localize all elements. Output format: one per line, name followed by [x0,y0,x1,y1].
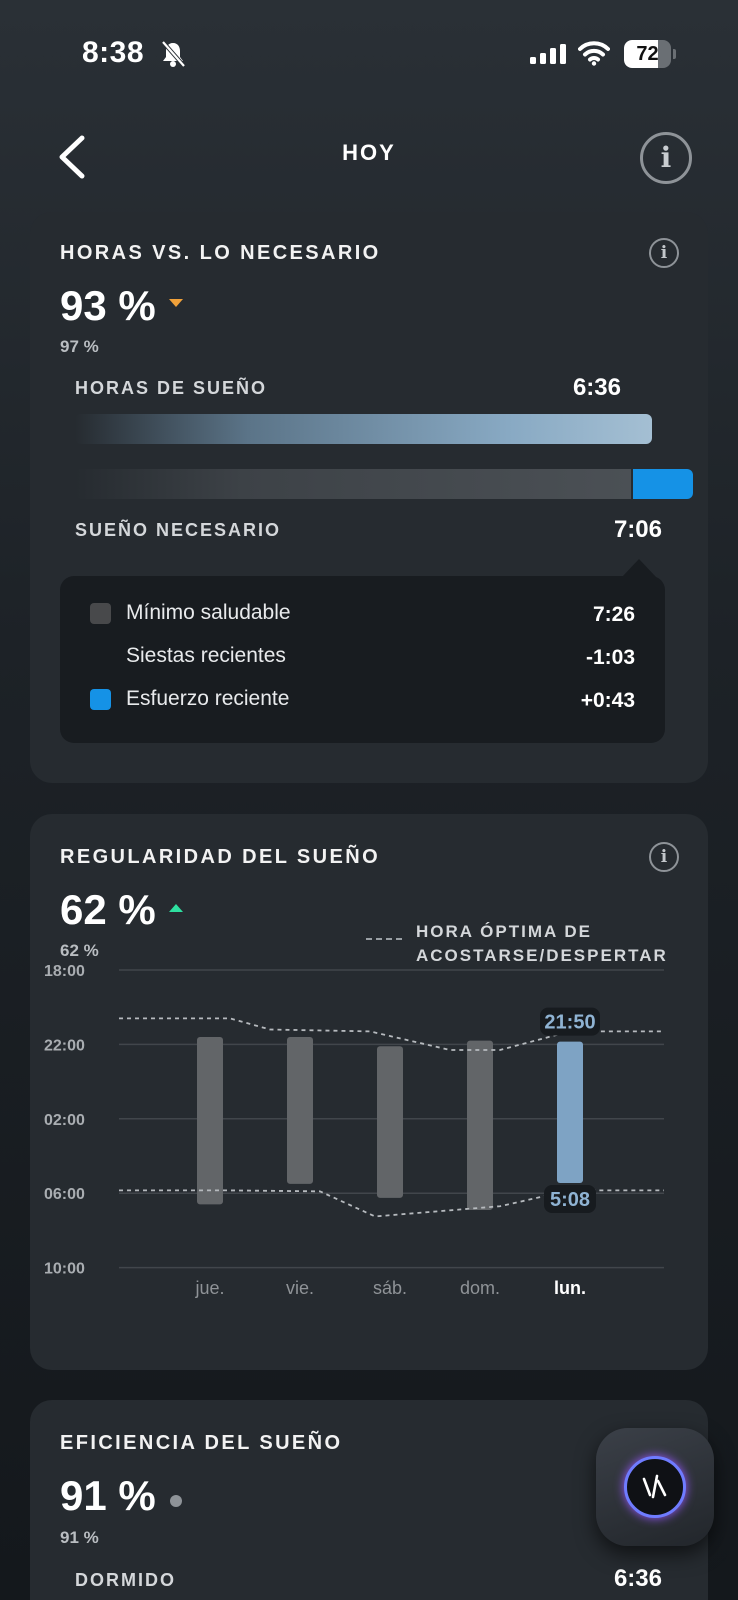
breakdown-pointer [622,559,656,577]
breakdown-label: Siestas recientes [126,644,286,667]
coach-icon [624,1456,686,1518]
sleep-hours-bar [75,414,652,444]
asleep-value: 6:36 [613,1565,662,1592]
trend-neutral-icon [170,1495,182,1507]
waketime-label-bg [544,1184,596,1213]
status-time: 8:38 [82,36,145,69]
info-icon[interactable]: i [649,842,679,872]
trend-up-icon [169,904,183,912]
card-title: HORAS VS. LO NECESARIO [60,242,381,264]
x-tick-label: vie. [286,1278,314,1298]
breakdown-label: Esfuerzo reciente [126,687,290,710]
info-icon[interactable]: i [649,238,679,268]
x-tick-label: jue. [194,1278,224,1298]
y-tick-label: 10:00 [44,1261,85,1278]
legend-dash-icon [366,938,402,940]
battery-indicator: 72 [624,40,676,68]
coach-button[interactable] [596,1428,714,1546]
y-tick-label: 22:00 [44,1037,85,1054]
legend-line: ACOSTARSE/DESPERTAR [416,946,668,965]
y-tick-label: 06:00 [44,1186,85,1203]
x-tick-label: lun. [554,1278,586,1298]
previous-percent: 91 % [60,1528,99,1547]
sleep-need-breakdown: Mínimo saludable 7:26 Siestas recientes … [60,576,665,743]
y-tick-label: 02:00 [44,1112,85,1129]
regularity-percent: 62 % [60,886,156,933]
bedtime-label-bg [540,1007,600,1036]
card-title: REGULARIDAD DEL SUEÑO [60,846,381,868]
previous-percent: 62 % [60,941,99,960]
sleep-bar [287,1036,313,1184]
page-title: HOY [342,140,396,165]
chart-legend: HORA ÓPTIMA DE ACOSTARSE/DESPERTAR [416,920,668,968]
hours-percent: 93 % [60,282,156,329]
breakdown-value: +0:43 [580,689,635,712]
bedtime-label: 21:50 [544,1012,595,1034]
sleep-bar [467,1040,493,1210]
wifi-icon [578,41,610,66]
sleep-regularity-card: REGULARIDAD DEL SUEÑO i 62 % 62 % HORA Ó… [30,814,708,1370]
breakdown-label: Mínimo saludable [126,601,291,624]
sleep-needed-value: 7:06 [613,516,662,543]
sleep-needed-bar-base [75,469,631,499]
efficiency-percent: 91 % [60,1472,156,1519]
signal-icon [530,44,566,64]
info-button[interactable]: i [640,132,692,184]
legend-line: HORA ÓPTIMA DE [416,922,592,941]
x-tick-label: dom. [460,1278,500,1298]
y-tick-label: 18:00 [44,964,85,980]
battery-percent: 72 [636,43,659,65]
sleep-needed-label: SUEÑO NECESARIO [75,520,282,540]
sleep-bar [377,1046,403,1198]
recent-strain-swatch [90,689,111,710]
back-button[interactable] [52,132,92,182]
hours-vs-needed-card: HORAS VS. LO NECESARIO i 93 % 97 % HORAS… [30,212,708,783]
x-tick-label: sáb. [373,1278,407,1298]
sleep-bar [197,1036,223,1205]
breakdown-value: -1:03 [585,646,635,669]
sleep-bar [557,1041,583,1183]
sleep-hours-label: HORAS DE SUEÑO [75,378,268,398]
regularity-chart: 18:00 22:00 02:00 06:00 10:00 jue. vie. sáb. dom… [44,964,664,1298]
sleep-hours-value: 6:36 [572,374,621,401]
card-title: EFICIENCIA DEL SUEÑO [60,1432,343,1454]
sleep-needed-bar-strain [633,469,693,499]
trend-down-icon [169,299,183,307]
breakdown-value: 7:26 [592,603,635,626]
min-healthy-swatch [90,603,111,624]
waketime-label: 5:08 [550,1189,590,1211]
sleep-efficiency-card: EFICIENCIA DEL SUEÑO 91 % 91 % DORMIDO 6… [30,1400,708,1600]
bell-muted-icon [161,40,186,68]
previous-percent: 97 % [60,337,99,356]
asleep-label: DORMIDO [75,1570,176,1590]
